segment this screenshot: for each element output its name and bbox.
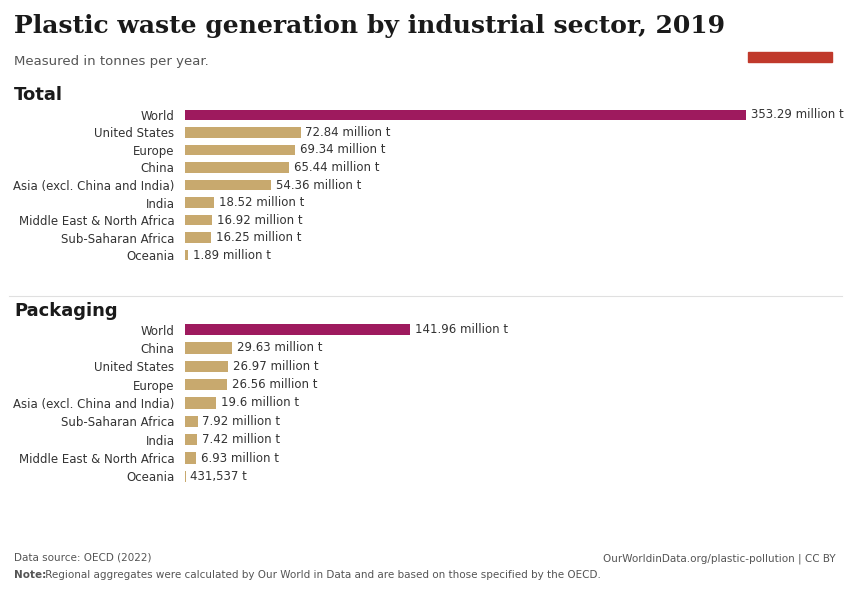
Text: 18.52 million t: 18.52 million t bbox=[219, 196, 304, 209]
Bar bbox=[185, 110, 745, 121]
Text: 7.42 million t: 7.42 million t bbox=[201, 433, 280, 446]
Text: Data source: OECD (2022): Data source: OECD (2022) bbox=[14, 553, 151, 563]
Text: 29.63 million t: 29.63 million t bbox=[237, 341, 322, 355]
Text: 69.34 million t: 69.34 million t bbox=[300, 143, 385, 157]
Bar bbox=[185, 452, 196, 464]
Text: 353.29 million t: 353.29 million t bbox=[751, 109, 843, 121]
Bar bbox=[185, 342, 232, 353]
Bar bbox=[185, 361, 228, 372]
Text: Total: Total bbox=[14, 86, 63, 104]
Bar bbox=[185, 215, 212, 226]
Text: 72.84 million t: 72.84 million t bbox=[305, 126, 391, 139]
Text: 7.92 million t: 7.92 million t bbox=[202, 415, 280, 428]
Bar bbox=[185, 127, 301, 138]
Text: 16.25 million t: 16.25 million t bbox=[216, 231, 301, 244]
Text: 26.56 million t: 26.56 million t bbox=[232, 378, 317, 391]
Text: OurWorldinData.org/plastic-pollution | CC BY: OurWorldinData.org/plastic-pollution | C… bbox=[604, 553, 836, 563]
Text: Regional aggregates were calculated by Our World in Data and are based on those : Regional aggregates were calculated by O… bbox=[42, 570, 601, 580]
Text: Note:: Note: bbox=[14, 570, 46, 580]
Bar bbox=[185, 179, 271, 190]
Bar bbox=[185, 145, 295, 155]
Text: 19.6 million t: 19.6 million t bbox=[221, 397, 299, 409]
Bar bbox=[185, 379, 227, 391]
Text: Packaging: Packaging bbox=[14, 302, 117, 320]
Bar bbox=[185, 416, 197, 427]
Bar bbox=[185, 162, 289, 173]
Text: Plastic waste generation by industrial sector, 2019: Plastic waste generation by industrial s… bbox=[14, 14, 725, 38]
Text: Our World: Our World bbox=[756, 22, 824, 34]
Text: 16.92 million t: 16.92 million t bbox=[217, 214, 303, 227]
Text: 431,537 t: 431,537 t bbox=[190, 470, 247, 483]
Bar bbox=[748, 52, 832, 62]
Bar bbox=[185, 250, 188, 260]
Text: 6.93 million t: 6.93 million t bbox=[201, 452, 279, 464]
Bar bbox=[185, 232, 211, 243]
Bar bbox=[185, 324, 411, 335]
Text: 65.44 million t: 65.44 million t bbox=[293, 161, 379, 174]
Text: Measured in tonnes per year.: Measured in tonnes per year. bbox=[14, 55, 209, 68]
Text: 141.96 million t: 141.96 million t bbox=[415, 323, 508, 336]
Text: in Data: in Data bbox=[766, 36, 814, 49]
Text: 26.97 million t: 26.97 million t bbox=[233, 360, 318, 373]
Bar bbox=[185, 197, 214, 208]
Bar bbox=[185, 397, 216, 409]
Text: 54.36 million t: 54.36 million t bbox=[276, 179, 361, 191]
Text: 1.89 million t: 1.89 million t bbox=[193, 248, 271, 262]
Bar bbox=[185, 434, 197, 445]
